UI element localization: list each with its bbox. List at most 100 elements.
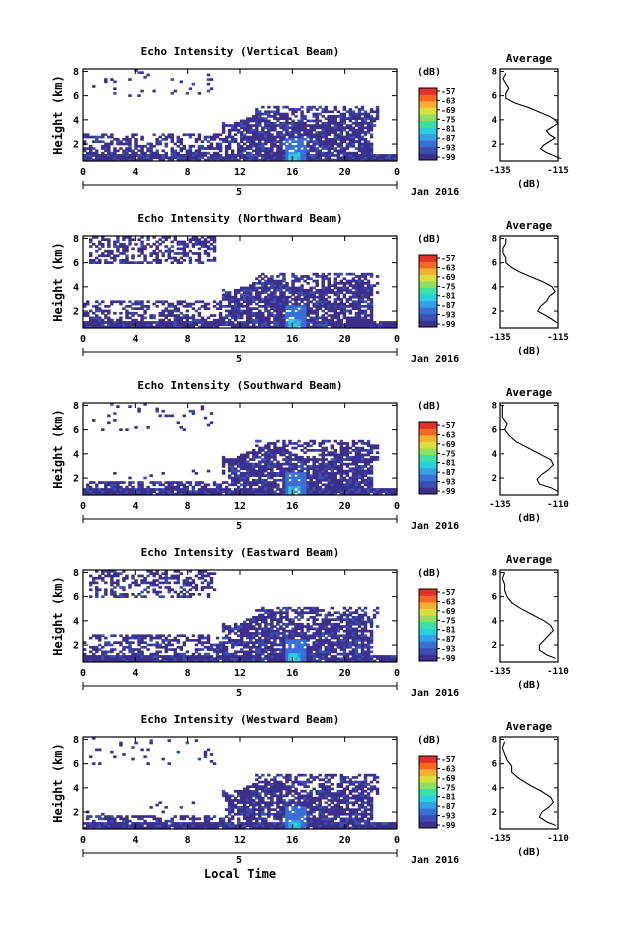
heatmap-cell <box>312 305 316 308</box>
heatmap-cell <box>113 300 117 304</box>
heatmap-cell <box>357 316 362 320</box>
heatmap-cell <box>236 634 241 638</box>
heatmap-cell <box>255 156 259 160</box>
colorbar-unit: (dB) <box>417 234 441 245</box>
heatmap-cell <box>233 300 238 304</box>
heatmap-cell <box>270 451 274 454</box>
heatmap-cell <box>122 655 126 658</box>
heatmap-cell <box>282 488 286 491</box>
heatmap-cell <box>276 124 280 127</box>
heatmap-cell <box>330 485 334 489</box>
heatmap-cell <box>306 476 310 480</box>
heatmap-cell <box>149 583 153 587</box>
heatmap-cell <box>330 305 334 308</box>
heatmap-cell <box>357 449 362 452</box>
heatmap-cell <box>119 316 123 320</box>
heatmap-cell <box>258 314 262 317</box>
heatmap-cell <box>128 240 132 244</box>
heatmap-cell <box>86 325 90 329</box>
x-tick-label: 12 <box>234 334 246 345</box>
heatmap-cell <box>306 455 310 459</box>
heatmap-cell <box>306 300 310 304</box>
heatmap-cell <box>300 300 304 304</box>
heatmap-cell <box>110 252 114 255</box>
heatmap-cell <box>107 421 111 425</box>
heatmap-cell <box>98 154 102 157</box>
heatmap-cell <box>267 462 271 466</box>
heatmap-cell <box>330 483 334 487</box>
heatmap-cell <box>255 325 259 329</box>
heatmap-cell <box>164 570 168 573</box>
heatmap-cell <box>309 458 313 461</box>
heatmap-cell <box>276 119 280 123</box>
heatmap-cell <box>131 311 135 315</box>
heatmap-cell <box>369 316 374 320</box>
heatmap-cell <box>252 483 256 487</box>
heatmap-cell <box>197 149 202 153</box>
heatmap-cell <box>327 295 331 299</box>
heatmap-cell <box>161 488 165 491</box>
profile-title: Average <box>506 219 553 232</box>
heatmap-cell <box>339 151 344 155</box>
heatmap-cell <box>155 643 159 647</box>
heatmap-cell <box>119 428 123 431</box>
heatmap-cell <box>276 474 280 477</box>
heatmap-cell <box>258 112 262 116</box>
heatmap-cell <box>372 446 377 450</box>
heatmap-cell <box>131 634 135 638</box>
heatmap-cell <box>285 140 289 143</box>
heatmap-cell <box>230 460 235 464</box>
heatmap-cell <box>230 300 235 304</box>
heatmap-cell <box>161 318 165 322</box>
heatmap-cell <box>134 69 138 72</box>
heatmap-cell <box>206 323 211 327</box>
heatmap-cell <box>315 472 319 475</box>
heatmap-cell <box>288 291 292 294</box>
heatmap-cell <box>270 110 274 114</box>
heatmap-cell <box>155 634 159 638</box>
heatmap-cell <box>282 472 286 475</box>
heatmap-cell <box>246 286 250 290</box>
heatmap-cell <box>303 446 307 450</box>
heatmap-cell <box>309 138 313 141</box>
heatmap-cell <box>372 119 377 123</box>
heatmap-cell <box>360 293 365 297</box>
heatmap-cell <box>101 576 105 580</box>
heatmap-cell <box>240 622 244 626</box>
heatmap-cell <box>98 488 102 491</box>
heatmap-cell <box>113 311 117 315</box>
heatmap-cell <box>255 627 259 631</box>
heatmap-cell <box>249 302 253 306</box>
heatmap-cell <box>83 305 87 308</box>
heatmap-cell <box>98 481 102 484</box>
heatmap-cell <box>152 242 156 246</box>
heatmap-cell <box>98 636 102 640</box>
heatmap-cell <box>336 316 341 320</box>
heatmap-cell <box>246 295 250 299</box>
heatmap-cell <box>95 305 99 308</box>
heatmap-cell <box>92 242 96 246</box>
heatmap-cell <box>306 458 310 461</box>
heatmap-cell <box>203 325 208 329</box>
heatmap-cell <box>110 570 114 573</box>
heatmap-cell <box>321 316 325 320</box>
heatmap-cell <box>243 455 247 459</box>
heatmap-cell <box>324 147 328 150</box>
heatmap-cell <box>233 639 238 642</box>
heatmap-cell <box>291 112 295 116</box>
heatmap-cell <box>285 119 289 123</box>
heatmap-cell <box>140 71 144 74</box>
heatmap-cell <box>167 634 171 638</box>
heatmap-cell <box>164 151 168 155</box>
heatmap-cell <box>327 485 331 489</box>
heatmap-cell <box>161 158 165 162</box>
heatmap-cell <box>125 259 129 262</box>
heatmap-cell <box>300 476 304 480</box>
heatmap-cell <box>236 321 241 324</box>
heatmap-cell <box>255 302 259 306</box>
heatmap-cell <box>270 625 274 628</box>
heatmap-cell <box>297 151 301 155</box>
heatmap-cell <box>273 298 277 301</box>
heatmap-cell <box>264 611 268 615</box>
heatmap-cell <box>273 293 277 297</box>
